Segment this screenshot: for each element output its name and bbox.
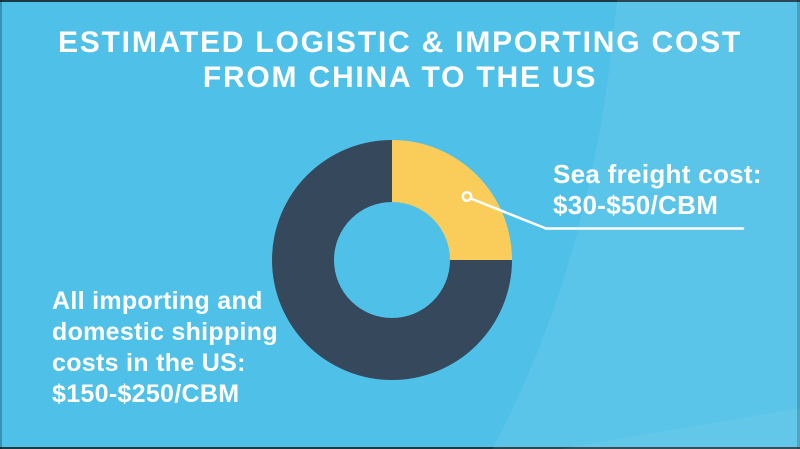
donut-segments[interactable] [272, 140, 512, 380]
chart-title-line1: ESTIMATED LOGISTIC & IMPORTING COST [57, 26, 743, 59]
callout-leader [461, 191, 745, 230]
donut-segment-sea-freight-cost[interactable] [392, 140, 512, 260]
label-domestic-line4: $150-$250/CBM [52, 380, 240, 408]
chart-title: ESTIMATED LOGISTIC & IMPORTING COST FROM… [0, 25, 800, 95]
label-domestic-costs: All importing and domestic shipping cost… [52, 286, 278, 410]
label-sea-freight: Sea freight cost: $30-$50/CBM [553, 159, 762, 221]
label-sea-freight-line2: $30-$50/CBM [553, 190, 719, 220]
callout-diagonal-line [470, 197, 548, 230]
label-domestic-line1: All importing and [52, 287, 263, 315]
label-domestic-line2: domestic shipping [52, 318, 278, 346]
label-sea-freight-line1: Sea freight cost: [553, 159, 762, 189]
background-corner-wedge [560, 408, 800, 449]
donut-segment-all-importing-and[interactable] [272, 140, 512, 380]
label-domestic-line3: costs in the US: [52, 349, 246, 377]
callout-marker-ring [461, 191, 473, 202]
chart-title-line2: FROM CHINA TO THE US [202, 61, 598, 94]
background-swoosh [492, 0, 800, 449]
